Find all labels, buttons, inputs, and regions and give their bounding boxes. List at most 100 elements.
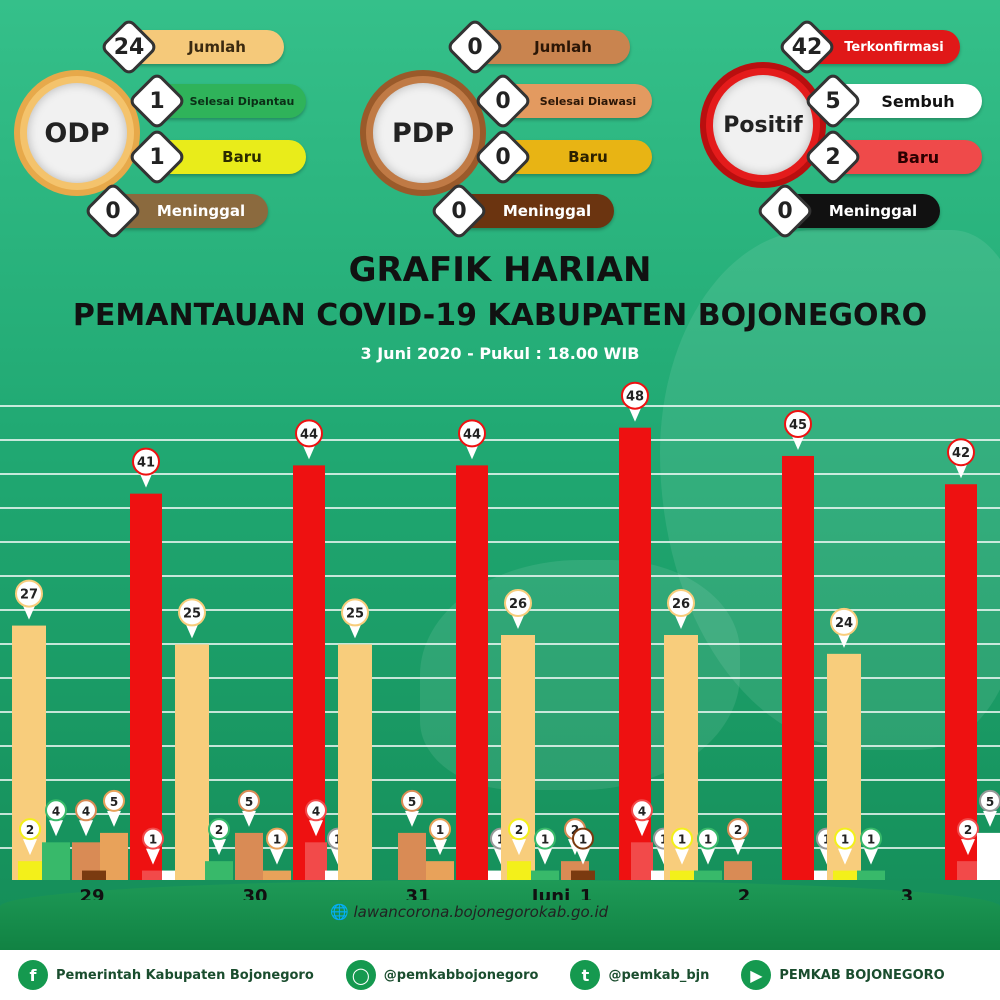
data-label: 1 bbox=[841, 833, 849, 847]
label-pin bbox=[838, 848, 852, 865]
bar-1-0 bbox=[175, 644, 209, 880]
label-pin bbox=[212, 839, 226, 856]
bar-4-2 bbox=[694, 870, 722, 880]
x-tick-label: 29 bbox=[79, 886, 104, 900]
data-label: 2 bbox=[215, 823, 223, 837]
ground-hill bbox=[0, 880, 1000, 960]
data-label: 45 bbox=[789, 418, 807, 433]
youtube-text: PEMKAB BOJONEGORO bbox=[779, 967, 945, 983]
website-text: lawancorona.bojonegorokab.go.id bbox=[353, 903, 609, 921]
pdp-baru-pill: 0 Baru bbox=[473, 127, 652, 187]
positif-baru-pill: 2 Baru bbox=[803, 127, 982, 187]
data-label: 1 bbox=[273, 833, 281, 847]
label-bubble bbox=[142, 827, 164, 850]
pdp-jumlah-label: Jumlah bbox=[534, 38, 592, 56]
instagram-link[interactable]: ◯ @pemkabbojonegoro bbox=[345, 960, 538, 990]
youtube-link[interactable]: ▶ PEMKAB BOJONEGORO bbox=[741, 960, 945, 990]
label-bubble bbox=[860, 827, 882, 850]
pdp-selesai-label: Selesai Diawasi bbox=[539, 94, 637, 108]
odp-title: ODP bbox=[44, 117, 110, 149]
bar-1-7 bbox=[305, 842, 327, 880]
bar-2-3 bbox=[398, 832, 426, 880]
bar-3-7 bbox=[631, 842, 653, 880]
positif-meninggal-pill: 0 Meninggal bbox=[755, 181, 940, 241]
data-label: 2 bbox=[571, 823, 579, 837]
label-bubble bbox=[834, 827, 856, 850]
odp-baru-value: 1 bbox=[149, 144, 165, 170]
label-pin bbox=[270, 848, 284, 865]
website-link[interactable]: 🌐 lawancorona.bojonegorokab.go.id bbox=[330, 903, 608, 921]
positif-title: Positif bbox=[723, 112, 803, 138]
label-pin bbox=[302, 443, 316, 460]
label-bubble bbox=[341, 598, 369, 627]
bar-0-1 bbox=[18, 861, 42, 880]
bar-2-4 bbox=[426, 861, 454, 880]
label-bubble bbox=[947, 438, 975, 467]
label-bubble bbox=[208, 818, 230, 841]
label-bubble bbox=[979, 789, 1000, 812]
bar-3-5 bbox=[571, 870, 595, 880]
label-bubble bbox=[508, 818, 530, 841]
bar-1-2 bbox=[205, 861, 233, 880]
label-pin bbox=[146, 848, 160, 865]
bar-5-6 bbox=[945, 484, 977, 880]
data-label: 5 bbox=[408, 795, 416, 809]
label-pin bbox=[79, 820, 93, 837]
label-bubble bbox=[957, 818, 979, 841]
twitter-link[interactable]: t @pemkab_bjn bbox=[570, 960, 709, 990]
odp-meninggal-value: 0 bbox=[105, 198, 121, 224]
label-pin bbox=[791, 433, 805, 450]
odp-selesai-label: Selesai Dipantau bbox=[189, 94, 295, 108]
label-pin bbox=[405, 810, 419, 827]
data-label: 26 bbox=[672, 597, 690, 612]
bar-chart: 27244541129Mei25251444130255144131262121… bbox=[0, 381, 1000, 900]
label-pin bbox=[511, 613, 525, 629]
positif-sembuh-label: Sembuh bbox=[881, 91, 955, 111]
data-label: 42 bbox=[952, 446, 970, 461]
pdp-meninggal-label: Meninggal bbox=[502, 202, 592, 220]
data-label: 2 bbox=[734, 823, 742, 837]
chart-title: GRAFIK HARIAN bbox=[348, 250, 652, 290]
data-label: 1 bbox=[541, 833, 549, 847]
label-bubble bbox=[697, 827, 719, 850]
label-bubble bbox=[19, 818, 41, 841]
label-pin bbox=[731, 839, 745, 856]
data-label: 24 bbox=[835, 616, 853, 631]
label-bubble bbox=[238, 789, 260, 812]
bar-5-8 bbox=[977, 832, 1000, 880]
data-label: 2 bbox=[964, 823, 972, 837]
x-tick-label: 1 bbox=[580, 886, 593, 900]
bar-1-3 bbox=[235, 832, 263, 880]
pdp-title: PDP bbox=[392, 117, 454, 149]
odp-baru-label: Baru bbox=[222, 148, 262, 166]
label-pin bbox=[23, 839, 37, 856]
data-label: 1 bbox=[678, 833, 686, 847]
x-tick-label: 2 bbox=[738, 886, 751, 900]
label-pin bbox=[701, 848, 715, 865]
label-pin bbox=[674, 613, 688, 629]
facebook-link[interactable]: f Pemerintah Kabupaten Bojonegoro bbox=[18, 960, 314, 990]
label-pin bbox=[49, 820, 63, 837]
pdp-baru-value: 0 bbox=[495, 144, 511, 170]
twitter-icon: t bbox=[570, 960, 601, 990]
label-pin bbox=[576, 848, 590, 865]
label-pin bbox=[512, 839, 526, 856]
twitter-text: @pemkab_bjn bbox=[608, 967, 710, 983]
label-pin bbox=[139, 471, 153, 488]
bar-3-2 bbox=[531, 870, 559, 880]
odp-meninggal-label: Meninggal bbox=[156, 202, 246, 220]
bar-0-5 bbox=[82, 870, 106, 880]
x-tick-label: 31 bbox=[405, 886, 430, 900]
label-bubble bbox=[15, 579, 43, 608]
label-bubble bbox=[132, 447, 160, 476]
positif-baru-label: Baru bbox=[896, 147, 940, 167]
pdp-circle: PDP bbox=[360, 70, 486, 196]
label-bubble bbox=[572, 827, 594, 850]
data-label: 26 bbox=[509, 597, 527, 612]
bar-5-1 bbox=[833, 870, 857, 880]
data-label: 1 bbox=[436, 823, 444, 837]
bar-1-4 bbox=[263, 870, 291, 880]
label-pin bbox=[538, 848, 552, 865]
odp-meninggal-pill: 0 Meninggal bbox=[83, 181, 268, 241]
